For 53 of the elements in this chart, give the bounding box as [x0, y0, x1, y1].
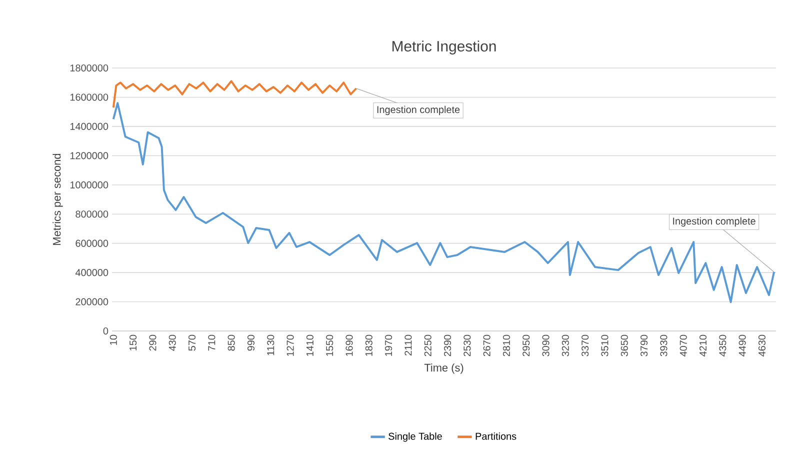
legend-label: Partitions: [476, 432, 516, 440]
x-tick-label: 2250: [424, 334, 432, 356]
x-tick-label: 3650: [620, 334, 628, 356]
annotation: Ingestion complete: [377, 106, 460, 116]
x-tick-label: 1270: [286, 334, 294, 356]
x-tick-label: 990: [247, 334, 255, 351]
x-tick-label: 2530: [464, 334, 471, 356]
x-tick-label: 4630: [758, 334, 766, 356]
x-tick-label: 1130: [267, 334, 274, 356]
y-tick-label: 1200000: [70, 152, 108, 160]
x-tick-label: 3790: [640, 334, 648, 356]
annotation: Ingestion complete: [673, 217, 756, 227]
y-tick-label: 1400000: [70, 122, 108, 130]
x-tick-label: 1550: [326, 334, 334, 356]
x-tick-label: 2950: [522, 334, 530, 356]
x-tick-label: 2390: [444, 334, 452, 356]
x-tick-label: 4350: [719, 334, 726, 356]
x-tick-label: 2810: [502, 334, 510, 356]
x-tick-label: 4070: [680, 334, 687, 356]
x-tick-label: 3230: [562, 334, 569, 356]
y-tick-label: 1600000: [70, 94, 108, 101]
x-tick-label: 150: [130, 334, 137, 350]
y-tick-label: 600000: [76, 240, 108, 247]
x-tick-label: 430: [168, 334, 176, 351]
x-tick-label: 1970: [385, 334, 392, 356]
x-tick-label: 290: [149, 334, 156, 351]
y-axis-title: Metrics per second: [52, 154, 63, 245]
x-tick-label: 4210: [699, 334, 707, 356]
x-tick-label: 1830: [365, 334, 372, 356]
legend-label: Single Table: [388, 432, 442, 442]
y-tick-label: 400000: [75, 269, 108, 276]
x-tick-label: 4490: [738, 334, 746, 356]
line-series: [112, 80, 358, 108]
x-tick-label: 3510: [601, 334, 608, 356]
y-tick-label: 1000000: [70, 181, 108, 188]
x-tick-label: 3930: [660, 334, 668, 356]
x-tick-label: 2670: [483, 334, 490, 356]
x-tick-label: 3370: [582, 334, 589, 356]
x-tick-label: 1690: [346, 334, 353, 356]
x-axis-title: Time (s): [424, 364, 464, 374]
x-tick-label: 570: [188, 334, 196, 351]
x-tick-label: 710: [208, 334, 216, 351]
y-tick-label: 1800000: [70, 64, 108, 72]
chart-title: Metric Ingestion: [392, 40, 496, 54]
line-series: [112, 102, 776, 304]
x-tick-label: 850: [228, 334, 235, 351]
x-tick-label: 3090: [542, 334, 550, 356]
y-tick-label: 0: [103, 327, 108, 335]
y-tick-label: 200000: [76, 298, 108, 306]
x-tick-label: 2110: [404, 334, 412, 356]
y-tick-label: 800000: [76, 210, 108, 218]
x-tick-label: 10: [110, 334, 117, 345]
x-tick-label: 1410: [306, 334, 314, 356]
